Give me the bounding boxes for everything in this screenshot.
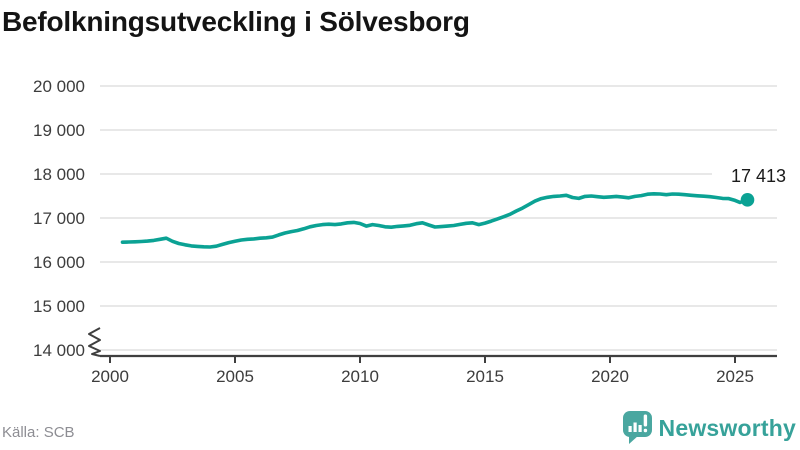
page-title: Befolkningsutveckling i Sölvesborg	[2, 6, 470, 37]
x-axis-tick-label: 2005	[216, 367, 254, 386]
y-axis-tick-label: 18 000	[33, 165, 85, 184]
x-axis-tick-label: 2010	[341, 367, 379, 386]
end-point-marker	[740, 193, 755, 207]
newsworthy-speech-bubble-bar-chart-icon	[622, 411, 652, 445]
newsworthy-wordmark: Newsworthy	[658, 414, 796, 441]
y-axis-tick-label: 14 000	[33, 341, 85, 360]
y-axis-tick-label: 19 000	[33, 121, 85, 140]
x-axis-tick-label: 2000	[91, 367, 129, 386]
x-axis-tick-label: 2025	[716, 367, 754, 386]
end-value-label: 17 413	[731, 166, 786, 186]
y-axis-tick-label: 17 000	[33, 209, 85, 228]
y-axis-tick-label: 20 000	[33, 77, 85, 96]
population-line	[120, 192, 750, 249]
x-axis-tick-label: 2015	[466, 367, 504, 386]
newsworthy-logo[interactable]: Newsworthy	[622, 411, 796, 445]
source-label: Källa: SCB	[2, 424, 75, 441]
x-axis-tick-label: 2020	[591, 367, 629, 386]
axis-break-icon	[88, 327, 101, 357]
y-axis-tick-label: 15 000	[33, 297, 85, 316]
y-axis-tick-label: 16 000	[33, 253, 85, 272]
end-label-backing	[712, 165, 787, 186]
